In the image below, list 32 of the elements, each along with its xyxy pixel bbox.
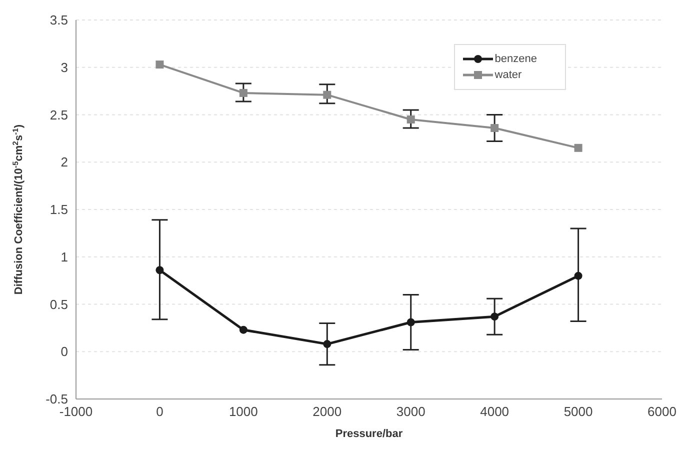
y-tick-label: -0.5 xyxy=(46,392,68,407)
point xyxy=(239,326,248,334)
y-tick-label: 2 xyxy=(60,154,68,170)
point xyxy=(574,272,582,280)
x-tick-label: 3000 xyxy=(396,404,426,420)
point xyxy=(574,144,582,152)
point xyxy=(239,88,248,97)
y-tick-label: 0.5 xyxy=(50,296,68,312)
x-tick-label: 5000 xyxy=(564,404,593,420)
point xyxy=(323,90,332,99)
point xyxy=(156,266,164,274)
x-tick-label: 6000 xyxy=(648,404,676,420)
point xyxy=(323,340,332,348)
x-tick-label: 0 xyxy=(156,404,164,420)
x-tick-label: 2000 xyxy=(312,404,342,420)
x-tick-label: 4000 xyxy=(480,404,510,420)
x-tick-label: 1000 xyxy=(228,404,258,420)
point xyxy=(406,115,415,124)
point xyxy=(490,124,499,132)
x-tick-label: -1000 xyxy=(59,404,93,420)
y-tick-label: 1.5 xyxy=(50,202,68,218)
point xyxy=(490,312,499,321)
point xyxy=(156,60,164,69)
y-tick-label: 1 xyxy=(60,249,68,264)
y-tick-label: 2.5 xyxy=(50,107,68,122)
x-axis-title: Pressure/bar xyxy=(335,428,404,440)
y-tick-label: 3 xyxy=(60,60,68,75)
y-tick-label: 0 xyxy=(60,344,68,360)
legend-label: water xyxy=(494,69,522,81)
point xyxy=(406,318,415,326)
y-tick-label: 3.5 xyxy=(50,12,68,28)
legend-label: benzene xyxy=(494,53,537,65)
